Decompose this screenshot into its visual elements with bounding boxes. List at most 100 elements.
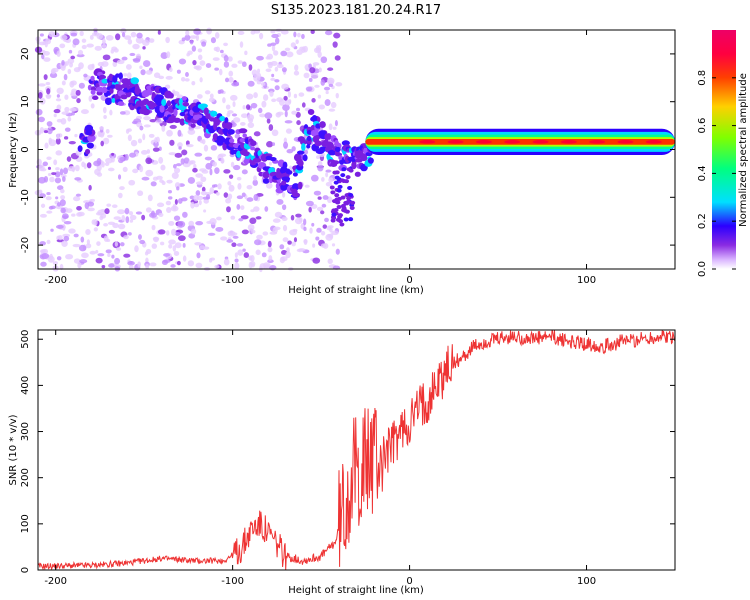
spectrogram-speckle-blob: [223, 258, 230, 266]
spectrogram-speckle-blob: [202, 196, 210, 200]
spectrogram-speckle-blob: [327, 258, 333, 264]
spectrogram-x-tick-label: -200: [44, 275, 67, 286]
spectrogram-speckle-blob: [68, 140, 76, 145]
spectrogram-ridge-blob: [329, 185, 335, 190]
spectrogram-speckle-blob: [115, 33, 121, 41]
spectrogram-speckle-blob: [236, 243, 244, 247]
spectrogram-speckle-blob: [48, 139, 57, 147]
spectrogram-ridge-blob: [341, 140, 350, 146]
spectrogram-speckle-blob: [266, 141, 274, 148]
spectrogram-ridge-blob: [98, 74, 107, 80]
spectrogram-speckle-blob: [38, 91, 43, 99]
spectrogram-speckle-blob: [234, 262, 240, 270]
spectrogram-speckle-blob: [41, 53, 45, 60]
spectrogram-ridge-blob: [230, 149, 235, 155]
spectrogram-speckle-blob: [255, 216, 262, 220]
spectrogram-speckle-blob: [225, 104, 231, 110]
spectrogram-speckle-blob: [53, 113, 57, 118]
spectrogram-speckle-blob: [43, 74, 48, 80]
spectrogram-speckle-blob: [240, 121, 246, 126]
spectrogram-speckle-blob: [95, 257, 103, 264]
spectrogram-speckle-blob: [175, 163, 182, 167]
spectrogram-speckle-blob: [74, 177, 82, 181]
spectrogram-speckle-blob: [311, 98, 316, 103]
spectrogram-speckle-blob: [177, 235, 186, 242]
snr-x-tick-label: 0: [406, 576, 412, 587]
spectrogram-speckle-blob: [315, 45, 319, 53]
spectrogram-speckle-blob: [284, 120, 293, 124]
spectrogram-speckle-blob: [43, 57, 51, 62]
spectrogram-speckle-blob: [187, 260, 195, 267]
spectrogram-speckle-blob: [108, 263, 115, 268]
spectrogram-speckle-blob: [321, 203, 327, 208]
spectrogram-ridge-blob: [268, 176, 274, 184]
spectrogram-speckle-blob: [313, 190, 322, 196]
spectrogram-ridge-blob: [100, 86, 109, 94]
spectrogram-speckle-blob: [189, 35, 198, 39]
spectrogram-speckle-blob: [335, 92, 339, 99]
spectrogram-speckle-blob: [296, 120, 301, 126]
spectrogram-ridge-blob: [292, 172, 298, 177]
spectrogram-speckle-blob: [87, 207, 95, 212]
spectrogram-ridge-blob: [238, 128, 248, 134]
spectrogram-speckle-blob: [168, 244, 173, 249]
spectrogram-speckle-blob: [139, 125, 144, 131]
spectrogram-speckle-blob: [122, 166, 128, 173]
spectrogram-speckle-blob: [240, 113, 248, 119]
spectrogram-speckle-blob: [71, 165, 75, 173]
spectrogram-speckle-blob: [199, 60, 206, 66]
spectrogram-speckle-blob: [166, 129, 173, 137]
spectrogram-speckle-blob: [56, 202, 61, 207]
spectrogram-speckle-blob: [56, 87, 64, 95]
spectrogram-speckle-blob: [172, 245, 177, 252]
spectrogram-speckle-blob: [312, 243, 316, 248]
spectrogram-speckle-blob: [105, 129, 110, 134]
spectrogram-speckle-blob: [68, 228, 76, 234]
spectrogram-speckle-blob: [54, 171, 61, 178]
spectrogram-speckle-blob: [188, 220, 195, 227]
spectrogram-ridge-blob: [159, 104, 165, 113]
spectrogram-speckle-blob: [177, 129, 182, 137]
spectrogram-speckle-blob: [132, 58, 141, 62]
spectrogram-ridge-blob: [195, 114, 203, 119]
spectrogram-speckle-blob: [76, 206, 82, 211]
spectrogram-speckle-blob: [303, 72, 310, 79]
spectrogram-y-tick-label: 0: [20, 146, 31, 152]
spectrogram-speckle-blob: [105, 157, 113, 164]
spectrogram-ridge-blob: [354, 171, 361, 177]
spectrogram-speckle-blob: [219, 89, 224, 94]
spectrogram-ridge-blob: [346, 196, 352, 201]
spectrogram-speckle-blob: [178, 58, 187, 65]
spectrogram-speckle-blob: [127, 232, 132, 236]
spectrogram-speckle-blob: [66, 156, 72, 162]
spectrogram-speckle-blob: [71, 213, 76, 217]
spectrogram-ridge-blob: [269, 157, 277, 162]
spectrogram-speckle-blob: [63, 73, 68, 81]
spectrogram-speckle-blob: [334, 120, 338, 127]
spectrogram-speckle-blob: [119, 156, 127, 162]
spectrogram-speckle-blob: [145, 207, 152, 213]
spectrogram-speckle-blob: [232, 235, 239, 239]
spectrogram-speckle-blob: [305, 200, 314, 207]
spectrogram-ridge-blob: [334, 193, 340, 198]
spectrogram-ridge-blob: [190, 123, 196, 128]
spectrogram-speckle-blob: [220, 157, 225, 164]
spectrogram-speckle-blob: [328, 123, 333, 131]
spectrogram-speckle-blob: [189, 39, 194, 45]
colorbar-tick-label: 0.2: [697, 213, 708, 229]
spectrogram-speckle-blob: [235, 81, 240, 87]
spectrogram-speckle-blob: [128, 211, 134, 216]
spectrogram-y-tick-label: 20: [20, 48, 31, 61]
spectrogram-speckle-blob: [200, 190, 207, 196]
spectrogram-speckle-blob: [209, 93, 214, 99]
spectrogram-speckle-blob: [95, 211, 103, 216]
spectrogram-speckle-blob: [291, 110, 298, 115]
spectrogram-ridge-blob: [222, 128, 229, 134]
spectrogram-speckle-blob: [67, 68, 72, 75]
spectrogram-speckle-blob: [309, 67, 316, 74]
spectrogram-speckle-blob: [276, 97, 284, 103]
spectrogram-ridge-blob: [249, 146, 255, 151]
spectrogram-speckle-blob: [174, 242, 182, 249]
spectrogram-speckle-blob: [210, 37, 217, 44]
spectrogram-speckle-blob: [177, 220, 186, 228]
